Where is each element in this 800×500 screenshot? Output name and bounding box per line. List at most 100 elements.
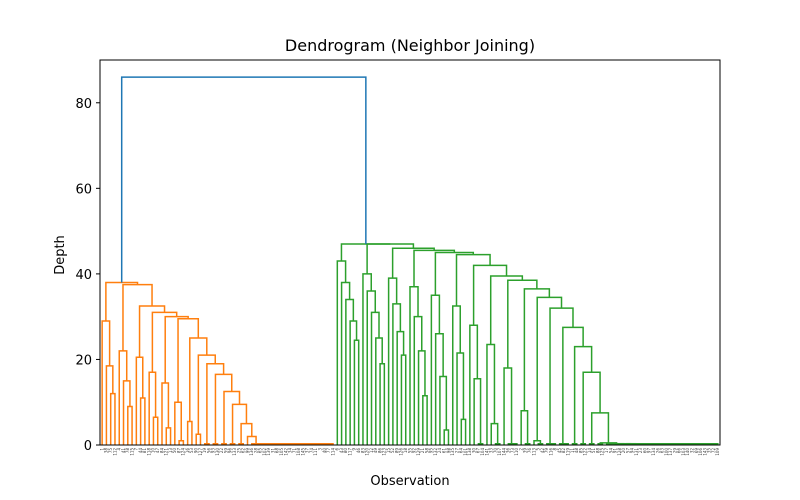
leaf-label: 18 xyxy=(403,448,408,454)
dendrogram-link xyxy=(122,380,131,445)
leaf-label: 100 xyxy=(664,448,669,456)
leaf-label: 25 xyxy=(236,448,241,454)
dendrogram-link xyxy=(490,422,499,445)
leaf-label: 72 xyxy=(711,448,716,454)
leaf-label: 106 xyxy=(698,448,703,456)
leaf-label: 85 xyxy=(578,448,583,454)
dendrogram-link xyxy=(375,337,383,445)
leaf-label: 143 xyxy=(702,448,707,456)
dendrogram-link xyxy=(520,410,529,445)
leaf-label: 127 xyxy=(198,448,203,456)
leaf-label: 61 xyxy=(442,448,447,454)
leaf-label: 58 xyxy=(424,448,429,454)
dendrogram-link xyxy=(353,339,360,445)
chart-title: Dendrogram (Neighbor Joining) xyxy=(285,36,535,55)
dendrogram-link xyxy=(456,352,465,445)
dendrogram-link xyxy=(223,390,241,444)
leaf-label: 38 xyxy=(104,448,109,454)
dendrogram-link xyxy=(417,350,426,445)
leaf-label: 111 xyxy=(313,448,318,456)
leaf-label: 59 xyxy=(223,448,228,454)
leaf-label: 136 xyxy=(249,448,254,456)
leaf-label: 54 xyxy=(608,448,613,454)
leaf-label: 129 xyxy=(416,448,421,456)
leaf-label: 15 xyxy=(386,448,391,454)
dendrogram-link xyxy=(177,318,200,403)
leaf-label: 90 xyxy=(194,448,199,454)
leaf-label: 125 xyxy=(600,448,605,456)
leaf-label: 9 xyxy=(352,448,357,451)
leaf-label: 29 xyxy=(672,448,677,454)
leaf-label: 28 xyxy=(253,448,258,454)
leaf-label: 22 xyxy=(219,448,224,454)
leaf-label: 115 xyxy=(129,448,134,456)
dendrogram-link xyxy=(178,439,185,445)
leaf-label: 110 xyxy=(514,448,519,456)
y-tick-label: 0 xyxy=(84,439,92,454)
leaf-label: 130 xyxy=(215,448,220,456)
leaf-label: 137 xyxy=(668,448,673,456)
dendrogram-link xyxy=(422,395,428,445)
leaf-label: 76 xyxy=(527,448,532,454)
leaf-label: 33 xyxy=(489,448,494,454)
y-tick-label: 40 xyxy=(75,268,92,283)
dendrogram-link xyxy=(174,401,182,445)
leaf-label: 104 xyxy=(480,448,485,456)
leaf-label: 86 xyxy=(377,448,382,454)
leaf-label: 51 xyxy=(591,448,596,454)
leaf-label: 31 xyxy=(270,448,275,454)
leaf-label: 139 xyxy=(266,448,271,456)
x-axis-title: Observation xyxy=(370,474,449,489)
leaf-label: 118 xyxy=(146,448,151,456)
leaf-label: 37 xyxy=(305,448,310,454)
leaf-label: 16 xyxy=(185,448,190,454)
dendrogram-link xyxy=(165,427,172,445)
dendrogram-link xyxy=(105,281,139,321)
leaf-label: 77 xyxy=(326,448,331,454)
leaf-label: 103 xyxy=(681,448,686,456)
leaf-label: 107 xyxy=(497,448,502,456)
dendrogram-link xyxy=(439,375,448,445)
leaf-label: 74 xyxy=(309,448,314,454)
leaf-label: 49 xyxy=(373,448,378,454)
leaf-label: 84 xyxy=(159,448,164,454)
leaf-label: 108 xyxy=(296,448,301,456)
leaf-label: 47 xyxy=(155,448,160,454)
leaf-label: 119 xyxy=(566,448,571,456)
dendrogram-link xyxy=(186,420,193,445)
leaf-label: 45 xyxy=(557,448,562,454)
leaf-label: 96 xyxy=(228,448,233,454)
dendrogram-link xyxy=(148,371,157,445)
leaf-label: 2 xyxy=(518,448,523,451)
dendrogram-link xyxy=(127,405,133,445)
y-tick-label: 20 xyxy=(75,353,92,368)
leaf-label: 23 xyxy=(638,448,643,454)
leaf-label: 57 xyxy=(625,448,630,454)
leaf-label: 123 xyxy=(382,448,387,456)
leaf-label: 6 xyxy=(335,448,340,451)
leaf-label: 102 xyxy=(262,448,267,456)
leaf-label: 116 xyxy=(548,448,553,456)
leaf-label: 26 xyxy=(655,448,660,454)
leaf-label: 3 xyxy=(318,448,323,451)
leaf-label: 112 xyxy=(112,448,117,456)
dendrogram-link xyxy=(135,356,144,445)
leaf-label: 30 xyxy=(471,448,476,454)
leaf-label: 17 xyxy=(604,448,609,454)
leaf-label: 60 xyxy=(642,448,647,454)
leaf-label: 21 xyxy=(420,448,425,454)
leaf-label: 11 xyxy=(570,448,575,454)
dendrogram-link xyxy=(489,275,524,345)
leaf-label: 92 xyxy=(412,448,417,454)
leaf-label: 8 xyxy=(553,448,558,451)
leaf-label: 24 xyxy=(437,448,442,454)
leaf-label: 34 xyxy=(288,448,293,454)
dendrogram-link xyxy=(460,418,467,445)
dendrogram-links xyxy=(101,76,719,445)
leaf-label: 63 xyxy=(660,448,665,454)
leaf-label: 67 xyxy=(476,448,481,454)
leaf-label: 1 xyxy=(99,448,104,451)
leaf-label: 89 xyxy=(394,448,399,454)
leaf-label: 120 xyxy=(365,448,370,456)
leaf-label: 135 xyxy=(450,448,455,456)
